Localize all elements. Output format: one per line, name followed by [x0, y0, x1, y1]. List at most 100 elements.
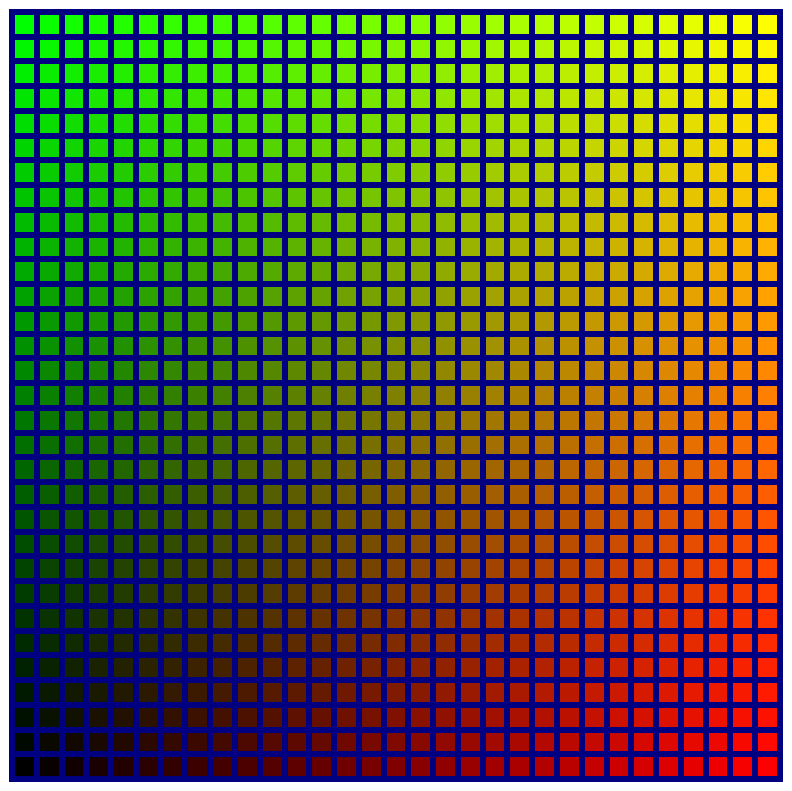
grid-cell [510, 39, 530, 59]
grid-cell [708, 64, 728, 84]
grid-cell [15, 683, 34, 702]
grid-cell [337, 633, 356, 653]
grid-cell [163, 435, 183, 455]
grid-cell [535, 212, 555, 232]
grid-cell [560, 386, 579, 405]
grid-cell [337, 15, 356, 34]
grid-cell [460, 89, 480, 108]
grid-cell [15, 39, 34, 59]
grid-cell [312, 658, 332, 678]
grid-cell [411, 361, 431, 381]
grid-cell [287, 336, 307, 356]
grid-cell [683, 410, 703, 430]
grid-cell [659, 584, 678, 603]
grid-cell [262, 460, 282, 480]
grid-cell [560, 683, 579, 702]
grid-cell [361, 757, 381, 776]
grid-cell [138, 89, 158, 108]
grid-cell [138, 633, 158, 653]
grid-cell [89, 485, 109, 504]
grid-cell [733, 559, 753, 579]
grid-cell [361, 386, 381, 405]
grid-cell [287, 237, 307, 257]
grid-cell [188, 757, 208, 776]
grid-cell [89, 386, 109, 405]
grid-cell [237, 138, 257, 158]
grid-cell [708, 15, 728, 34]
grid-cell [411, 485, 431, 504]
grid-cell [138, 39, 158, 59]
grid-cell [138, 559, 158, 579]
grid-cell [634, 485, 654, 504]
grid-cell [213, 386, 232, 405]
grid-cell [584, 435, 604, 455]
grid-cell [287, 15, 307, 34]
grid-cell [262, 410, 282, 430]
grid-cell [337, 757, 356, 776]
grid-cell [361, 608, 381, 628]
grid-cell [634, 113, 654, 133]
grid-cell [560, 435, 579, 455]
grid-cell [337, 89, 356, 108]
grid-cell [337, 534, 356, 554]
grid-cell [733, 410, 753, 430]
grid-cell [584, 584, 604, 603]
grid-cell [683, 113, 703, 133]
grid-cell [312, 262, 332, 282]
grid-cell [584, 113, 604, 133]
grid-cell [535, 311, 555, 331]
grid-cell [708, 212, 728, 232]
grid-cell [15, 237, 34, 257]
grid-cell [411, 39, 431, 59]
grid-cell [634, 361, 654, 381]
grid-cell [560, 534, 579, 554]
grid-cell [89, 138, 109, 158]
grid-cell [114, 361, 133, 381]
grid-cell [262, 435, 282, 455]
grid-cell [337, 386, 356, 405]
grid-cell [535, 64, 555, 84]
color-grid-panel [9, 9, 783, 782]
grid-cell [510, 435, 530, 455]
grid-cell [560, 584, 579, 603]
grid-cell [535, 757, 555, 776]
grid-cell [262, 757, 282, 776]
grid-cell [436, 336, 455, 356]
grid-cell [609, 608, 629, 628]
grid-cell [708, 460, 728, 480]
grid-cell [89, 584, 109, 603]
grid-cell [485, 707, 505, 727]
grid-cell [634, 89, 654, 108]
grid-cell [89, 435, 109, 455]
grid-cell [411, 113, 431, 133]
grid-cell [163, 89, 183, 108]
grid-cell [361, 39, 381, 59]
grid-cell [560, 311, 579, 331]
grid-cell [312, 559, 332, 579]
grid-cell [436, 707, 455, 727]
grid-cell [64, 287, 84, 306]
grid-cell [312, 89, 332, 108]
grid-cell [708, 386, 728, 405]
grid-cell [138, 460, 158, 480]
grid-cell [64, 188, 84, 207]
grid-cell [659, 485, 678, 504]
grid-cell [659, 237, 678, 257]
grid-cell [560, 608, 579, 628]
grid-cell [758, 163, 777, 183]
grid-cell [460, 534, 480, 554]
grid-cell [114, 633, 133, 653]
grid-cell [138, 485, 158, 504]
grid-cell [188, 311, 208, 331]
grid-cell [683, 212, 703, 232]
grid-cell [758, 658, 777, 678]
grid-cell [411, 633, 431, 653]
grid-cell [683, 485, 703, 504]
grid-cell [163, 311, 183, 331]
grid-cell [114, 683, 133, 702]
grid-cell [386, 534, 406, 554]
grid-cell [138, 707, 158, 727]
grid-cell [386, 89, 406, 108]
grid-cell [460, 336, 480, 356]
grid-cell [188, 732, 208, 752]
